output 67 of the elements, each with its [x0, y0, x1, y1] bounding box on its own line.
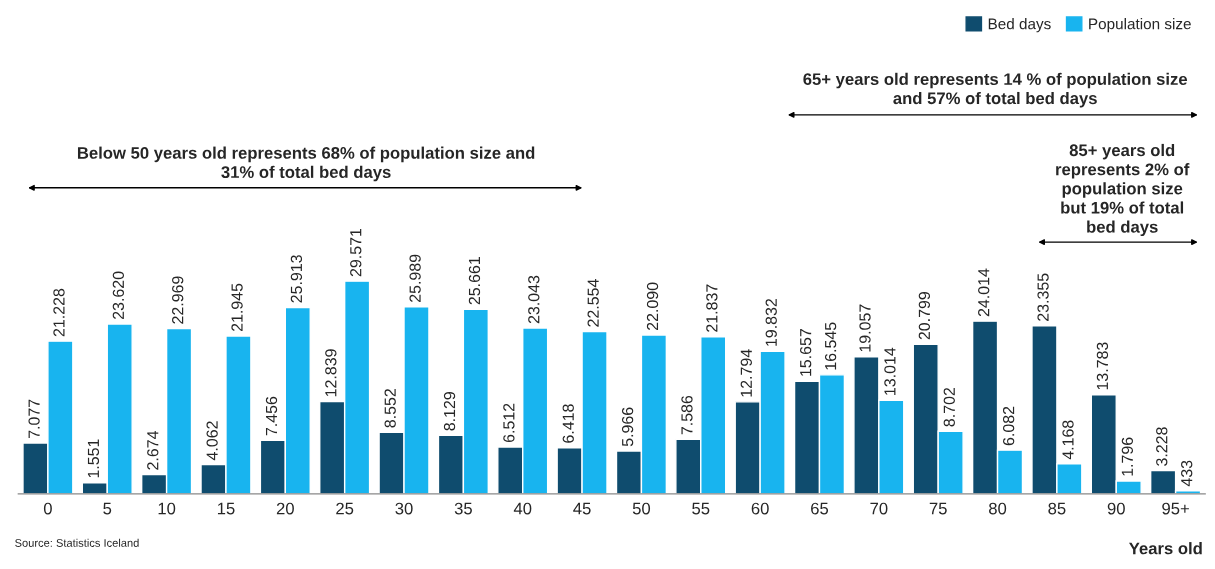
x-tick-label: 15 — [217, 502, 235, 515]
data-label: 7.077 — [28, 399, 40, 438]
data-label: 29.571 — [350, 228, 362, 277]
data-label: 25.661 — [468, 257, 481, 305]
x-tick-label: 85 — [1048, 502, 1066, 515]
x-tick-label: 5 — [103, 502, 112, 515]
x-tick-label: 50 — [632, 502, 651, 515]
data-label: 23.620 — [112, 271, 125, 319]
data-label: 21.228 — [53, 288, 65, 337]
data-label: 23.043 — [528, 275, 540, 324]
text: 85+ years old represents 2% of population size but 19% of total bed days — [1056, 143, 1190, 237]
data-label: 2.674 — [147, 430, 159, 470]
data-label: 15.657 — [800, 329, 812, 376]
data-label: 6.082 — [1002, 406, 1015, 446]
data-label: 22.969 — [172, 276, 184, 324]
data-label: 1.551 — [87, 439, 100, 478]
x-tick-label: 10 — [158, 502, 176, 515]
x-tick-label: 45 — [573, 502, 591, 515]
x-tick-label: 35 — [454, 502, 472, 515]
source-note: Source: Statistics Iceland — [15, 538, 139, 547]
data-label: 23.355 — [1037, 273, 1049, 321]
x-tick-label: 80 — [989, 502, 1007, 515]
x-tick-label: 95+ — [1162, 502, 1189, 515]
data-label: 7.586 — [681, 395, 693, 435]
x-tick-label: 20 — [276, 502, 294, 515]
x-tick-label: 55 — [692, 502, 710, 515]
legend-label: Bed days — [988, 18, 1051, 33]
data-label: 13.014 — [884, 347, 896, 395]
data-label: 433 — [1181, 460, 1193, 487]
data-label: 8.129 — [443, 392, 456, 431]
data-label: 25.913 — [290, 255, 303, 303]
data-label: 13.783 — [1096, 342, 1109, 390]
data-label: 6.512 — [503, 403, 515, 443]
data-label: 12.794 — [740, 349, 752, 397]
data-label: 8.552 — [384, 389, 396, 428]
data-label: 22.090 — [646, 282, 659, 331]
x-tick-label: 0 — [43, 502, 52, 515]
x-tick-label: 60 — [751, 502, 769, 515]
x-tick-label: 65 — [811, 502, 829, 515]
data-label: 19.832 — [765, 299, 777, 346]
data-label: 5.966 — [621, 407, 634, 447]
data-label: 4.168 — [1062, 420, 1074, 460]
data-label: 8.702 — [943, 387, 955, 427]
data-label: 21.837 — [706, 284, 718, 332]
data-label: 3.228 — [1156, 427, 1168, 466]
data-label: 6.418 — [562, 404, 574, 443]
data-label: 7.456 — [265, 396, 278, 436]
data-label: 16.545 — [824, 322, 837, 370]
text: 65+ years old represents 14 % of population size and 57% of total bed days — [803, 72, 1188, 108]
data-label: 24.014 — [978, 268, 990, 317]
x-tick-label: 90 — [1107, 502, 1125, 515]
x-tick-label: 25 — [336, 502, 354, 515]
x-tick-label: 70 — [870, 502, 888, 515]
data-label: 25.989 — [409, 254, 421, 302]
x-tick-label: 40 — [513, 502, 532, 515]
data-label: 4.062 — [206, 421, 218, 461]
data-label: 21.945 — [231, 283, 243, 332]
data-label: 1.796 — [1121, 437, 1133, 476]
x-axis-title: Years old — [1129, 542, 1202, 555]
x-tick-label: 30 — [395, 502, 413, 515]
data-label: 12.839 — [325, 349, 337, 397]
data-label: 22.554 — [587, 279, 599, 327]
data-label: 20.799 — [918, 292, 931, 340]
legend-label: Population size — [1089, 18, 1191, 33]
text: Below 50 years old represents 68% of population size and 31% of total bed days — [77, 146, 535, 182]
data-label: 19.057 — [859, 304, 871, 352]
x-tick-label: 75 — [929, 502, 947, 515]
